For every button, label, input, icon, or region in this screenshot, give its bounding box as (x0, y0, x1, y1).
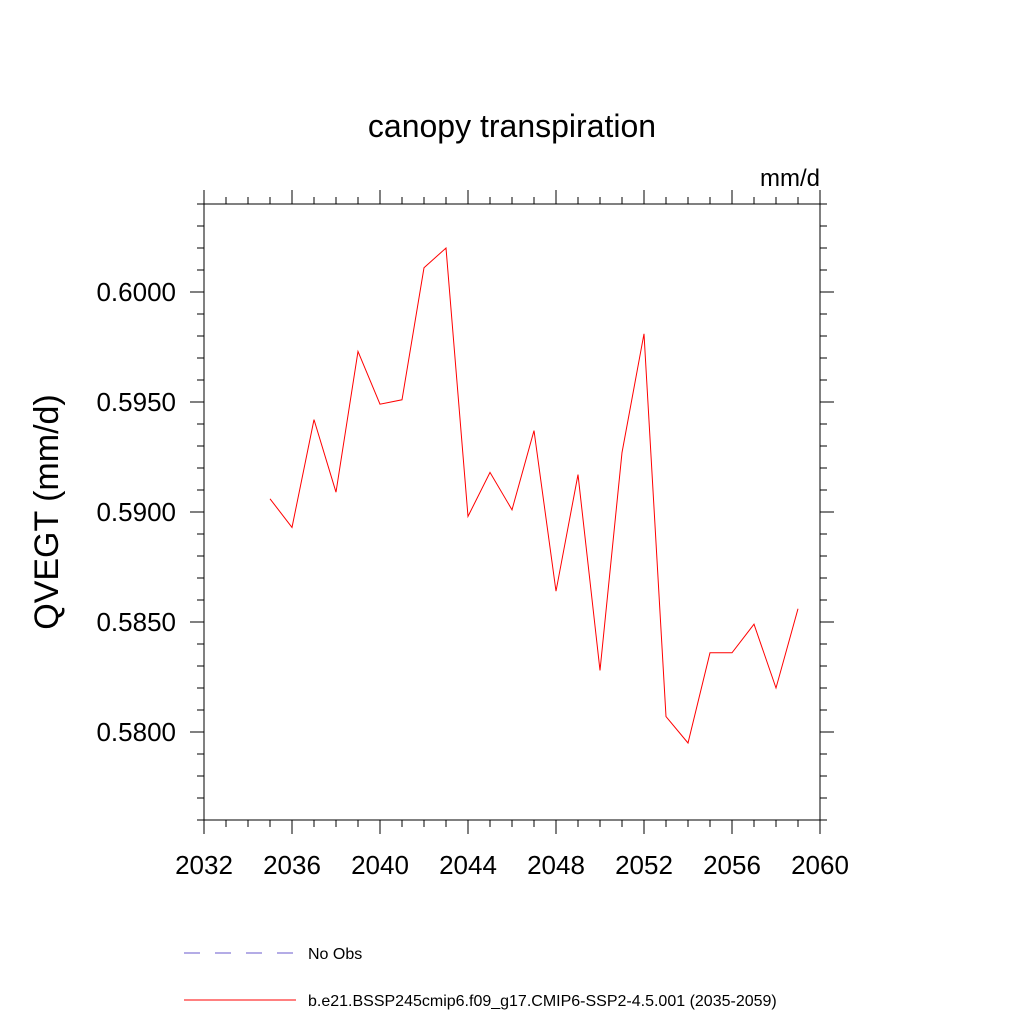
x-tick-label: 2032 (175, 850, 233, 880)
x-tick-label: 2044 (439, 850, 497, 880)
legend-label: No Obs (308, 946, 362, 963)
axes-layer: 2032 2036 2040 2044 2048 2052 2056 2060 0.5800 0.… (96, 190, 849, 880)
x-tick-label: 2040 (351, 850, 409, 880)
y-tick-label: 0.5900 (96, 497, 176, 527)
legend: No Obs b.e21.BSSP245cmip6.f09_g17.CMIP6-S… (184, 946, 777, 1010)
plot-frame (203, 203, 821, 821)
units-label: mm/d (760, 165, 820, 192)
x-tick-label: 2052 (615, 850, 673, 880)
x-tick-label: 2060 (791, 850, 849, 880)
chart-title: canopy transpiration (368, 108, 656, 144)
legend-label: b.e21.BSSP245cmip6.f09_g17.CMIP6-SSP2-4.… (308, 993, 777, 1010)
y-tick-label: 0.5950 (96, 387, 176, 417)
y-tick-label: 0.5800 (96, 717, 176, 747)
y-tick-label: 0.5850 (96, 607, 176, 637)
y-tick-label: 0.6000 (96, 277, 176, 307)
x-tick-label: 2048 (527, 850, 585, 880)
series-line (269, 246, 799, 745)
x-tick-label: 2056 (703, 850, 761, 880)
series-layer (269, 246, 799, 745)
x-tick-label: 2036 (263, 850, 321, 880)
y-axis-label: QVEGT (mm/d) (28, 394, 66, 630)
